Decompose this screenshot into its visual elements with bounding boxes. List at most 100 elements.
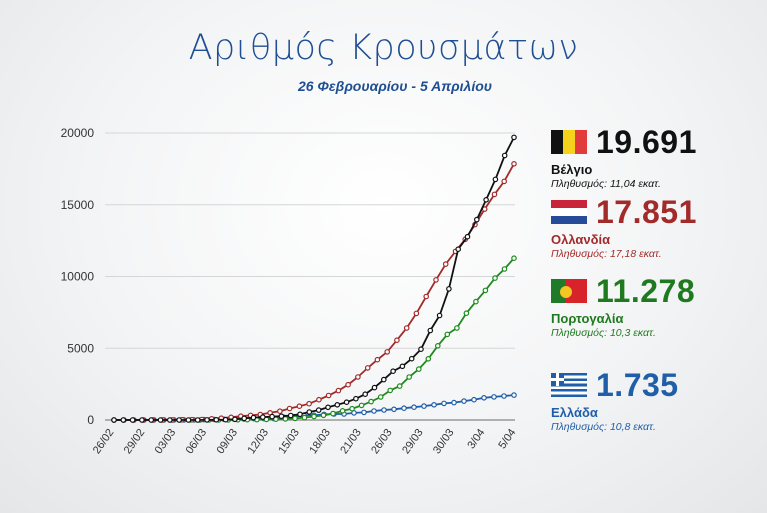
series-line	[114, 136, 515, 421]
greece-case-count: 1.735	[596, 367, 679, 403]
data-point	[176, 417, 182, 423]
country-greece: 1.735 Ελλάδα Πληθυσμός: 10,8 εκατ.	[551, 369, 679, 433]
data-point	[315, 407, 322, 413]
data-point	[390, 368, 396, 375]
data-point	[269, 413, 275, 420]
country-belgium: 19.691 Βέλγιο Πληθυσμός: 11,04 εκατ.	[551, 126, 697, 190]
data-point	[213, 416, 220, 423]
data-point	[455, 246, 462, 253]
data-point	[286, 405, 293, 412]
data-point	[446, 286, 452, 292]
data-point	[355, 374, 361, 380]
data-point	[483, 197, 489, 203]
data-point	[371, 384, 378, 391]
x-tick-label: 15/03	[276, 427, 302, 456]
chart-series	[111, 134, 517, 423]
data-point	[111, 417, 117, 423]
data-point	[436, 312, 443, 319]
x-tick-label: 12/03	[245, 427, 271, 456]
portugal-case-count: 11.278	[596, 273, 696, 309]
data-point	[481, 394, 487, 401]
data-point	[384, 349, 391, 355]
data-point	[406, 374, 413, 380]
greece-population: Πληθυσμός: 10,8 εκατ.	[551, 421, 656, 433]
data-point	[511, 255, 517, 262]
data-point	[434, 342, 441, 349]
belgium-flag-icon	[551, 130, 587, 154]
data-point	[451, 399, 457, 406]
data-point	[492, 275, 498, 281]
data-point	[362, 391, 369, 398]
data-point	[454, 325, 460, 331]
x-tick-label: 09/03	[215, 427, 241, 456]
data-point	[501, 266, 508, 272]
data-point	[511, 392, 517, 398]
data-point	[401, 405, 407, 412]
data-point	[408, 355, 415, 362]
data-point	[371, 408, 377, 414]
data-point	[157, 417, 164, 423]
data-point	[511, 161, 517, 167]
data-point	[334, 401, 341, 408]
data-point	[129, 417, 136, 423]
belgium-name: Βέλγιο	[551, 162, 593, 177]
data-point	[394, 337, 400, 344]
data-point	[241, 415, 248, 422]
series-line	[114, 257, 515, 421]
data-point	[425, 355, 432, 362]
data-point	[491, 191, 498, 198]
data-point	[194, 417, 201, 423]
x-axis-ticks: 26/02 29/02 03/03 06/03 09/03 12/03 15/03 18/03…	[91, 427, 519, 456]
x-tick-label: 29/02	[122, 427, 148, 456]
country-netherlands: 17.851 Ολλανδία Πληθυσμός: 17,18 εκατ.	[551, 196, 697, 260]
y-tick-label: 10000	[61, 270, 95, 284]
data-point	[306, 400, 312, 407]
data-point	[301, 414, 308, 421]
x-tick-label: 29/03	[400, 427, 426, 456]
data-point	[343, 399, 350, 406]
data-point	[511, 134, 517, 141]
data-point	[345, 381, 351, 388]
x-tick-label: 5/04	[496, 427, 518, 451]
data-point	[325, 404, 331, 411]
chart-title: Αριθμός Κρουσμάτων	[188, 28, 579, 68]
x-tick-label: 3/04	[465, 427, 487, 451]
x-tick-label: 18/03	[307, 427, 333, 456]
portugal-flag-icon	[551, 279, 587, 303]
portugal-name: Πορτογαλία	[551, 311, 624, 326]
x-tick-label: 30/03	[431, 427, 457, 456]
data-point	[501, 393, 507, 399]
data-point	[277, 408, 283, 415]
netherlands-case-count: 17.851	[596, 194, 697, 230]
netherlands-flag-icon	[551, 200, 587, 224]
data-point	[325, 392, 332, 399]
belgium-case-count: 19.691	[596, 124, 697, 160]
data-point	[148, 417, 155, 423]
data-point	[320, 412, 327, 419]
data-point	[316, 396, 322, 403]
data-point	[311, 413, 317, 420]
data-point	[391, 406, 397, 413]
y-tick-label: 20000	[61, 126, 95, 140]
y-tick-label: 5000	[67, 341, 94, 355]
data-point	[349, 405, 355, 412]
data-point	[442, 261, 449, 267]
data-point	[491, 394, 497, 400]
data-point	[492, 176, 499, 183]
data-point	[339, 407, 346, 414]
data-point	[433, 277, 439, 283]
country-portugal: 11.278 Πορτογαλία Πληθυσμός: 10,3 εκατ.	[551, 275, 695, 339]
data-point	[361, 409, 367, 416]
chart-subtitle: 26 Φεβρουαρίου - 5 Απριλίου	[297, 78, 493, 94]
data-point	[377, 394, 384, 400]
data-point	[403, 325, 410, 331]
data-point	[330, 410, 336, 417]
data-point	[292, 415, 298, 422]
data-point	[463, 310, 470, 317]
x-tick-label: 03/03	[153, 427, 179, 456]
data-point	[368, 398, 374, 405]
data-point	[423, 293, 430, 300]
data-point	[411, 404, 417, 411]
belgium-population: Πληθυσμός: 11,04 εκατ.	[551, 178, 661, 190]
data-point	[353, 395, 359, 402]
